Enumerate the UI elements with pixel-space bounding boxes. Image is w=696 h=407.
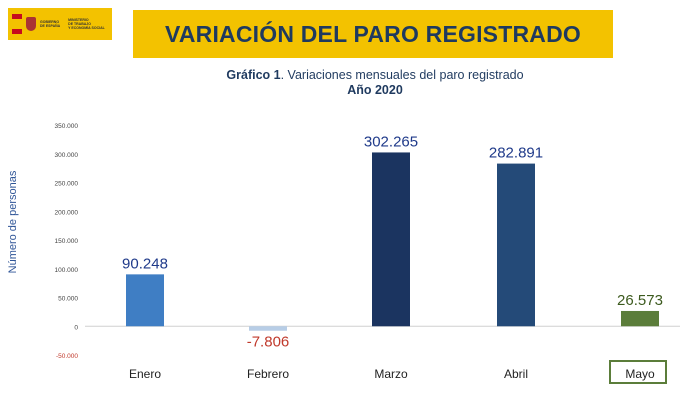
bar-enero	[126, 274, 164, 327]
ministry-line-2: DE TRABAJO	[68, 22, 91, 26]
y-tick-label: 300.000	[55, 152, 79, 159]
page-title: VARIACIÓN DEL PARO REGISTRADO	[165, 20, 581, 47]
ministry-line-1: MINISTERIO	[68, 18, 89, 22]
value-label-febrero: -7.806	[247, 334, 290, 351]
y-tick-label: 100.000	[55, 267, 79, 274]
gov-name: GOBIERNO DE ESPAÑA	[40, 20, 60, 28]
highlight-box-mayo	[609, 360, 667, 384]
value-label-enero: 90.248	[122, 255, 168, 272]
x-tick-label-mayo: Mayo	[625, 367, 655, 381]
chart-title-rest: . Variaciones mensuales del paro registr…	[280, 68, 524, 82]
y-tick-label: 50.000	[58, 296, 78, 303]
y-tick-label: 0	[74, 324, 78, 331]
y-tick-label: -50.000	[56, 353, 78, 360]
y-tick-label: 200.000	[55, 209, 79, 216]
title-banner: VARIACIÓN DEL PARO REGISTRADO	[133, 10, 613, 58]
spain-flag-icon	[12, 14, 22, 34]
bar-abril	[497, 163, 535, 327]
ministry-line-3: Y ECONOMÍA SOCIAL	[68, 26, 105, 30]
y-tick-label: 150.000	[55, 238, 79, 245]
x-tick-label-enero: Enero	[129, 367, 161, 381]
chart-title-prefix: Gráfico 1	[226, 68, 281, 82]
value-label-marzo: 302.265	[364, 133, 418, 150]
bar-febrero	[249, 326, 287, 331]
government-logo: GOBIERNO DE ESPAÑA MINISTERIO DE TRABAJO…	[8, 8, 112, 40]
chart-title: Gráfico 1. Variaciones mensuales del par…	[150, 68, 600, 83]
gov-line-2: DE ESPAÑA	[40, 24, 61, 28]
value-label-abril: 282.891	[489, 145, 543, 162]
coat-of-arms-icon	[26, 17, 36, 31]
bar-marzo	[372, 152, 410, 327]
y-tick-label: 350.000	[55, 123, 79, 130]
bar-mayo	[621, 310, 659, 327]
gov-line-1: GOBIERNO	[40, 20, 60, 24]
y-tick-label: 250.000	[55, 181, 79, 188]
value-label-mayo: 26.573	[617, 292, 663, 309]
x-tick-label-febrero: Febrero	[247, 367, 289, 381]
ministry-name: MINISTERIO DE TRABAJO Y ECONOMÍA SOCIAL	[68, 18, 105, 30]
x-tick-label-abril: Abril	[504, 367, 528, 381]
x-tick-label-marzo: Marzo	[374, 367, 408, 381]
chart-year: Año 2020	[347, 83, 403, 97]
